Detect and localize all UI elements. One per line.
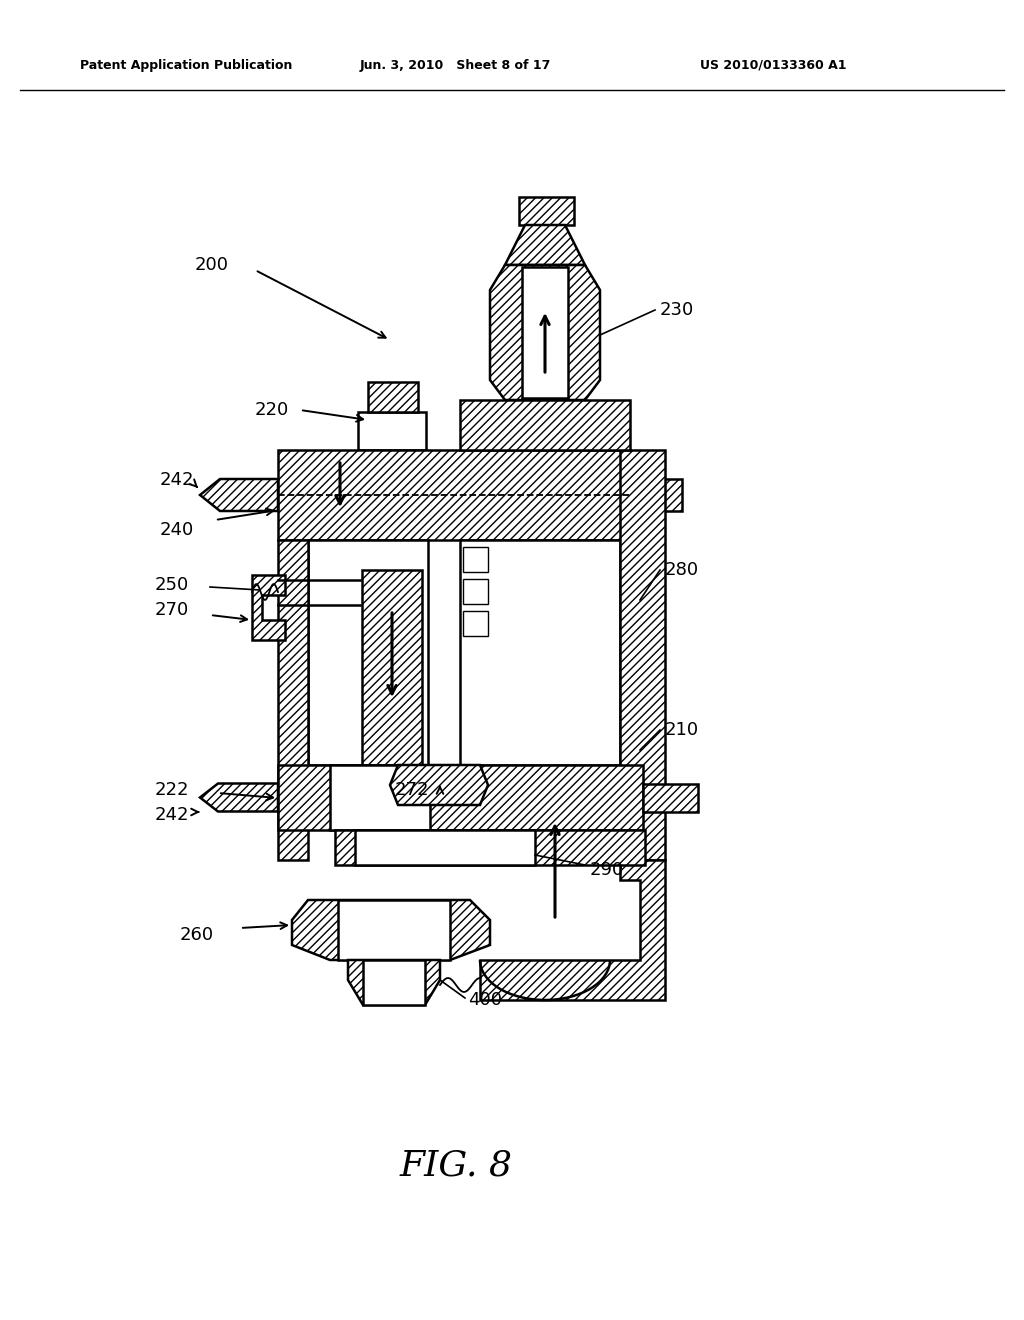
Bar (460, 540, 620, 766)
Text: 280: 280 (665, 561, 699, 579)
Bar (358, 412, 426, 450)
Bar (463, 546, 488, 572)
Text: 210: 210 (665, 721, 699, 739)
Text: Jun. 3, 2010   Sheet 8 of 17: Jun. 3, 2010 Sheet 8 of 17 (360, 58, 551, 71)
Text: 250: 250 (155, 576, 189, 594)
Polygon shape (200, 784, 278, 812)
Bar (463, 579, 488, 605)
Bar (330, 766, 430, 830)
Polygon shape (348, 960, 440, 1005)
Text: 220: 220 (255, 401, 289, 418)
Text: 230: 230 (660, 301, 694, 319)
Bar (338, 900, 450, 960)
Bar (278, 540, 308, 861)
Polygon shape (505, 224, 585, 265)
Bar (519, 197, 574, 224)
Polygon shape (200, 479, 278, 511)
Text: 270: 270 (155, 601, 189, 619)
Bar (362, 570, 422, 766)
Text: 242: 242 (155, 807, 189, 824)
Bar (522, 267, 568, 399)
Text: 240: 240 (160, 521, 195, 539)
Bar (355, 830, 535, 865)
Polygon shape (480, 861, 665, 1001)
Polygon shape (390, 766, 488, 805)
Text: FIG. 8: FIG. 8 (400, 1148, 513, 1181)
Polygon shape (292, 900, 490, 960)
Polygon shape (252, 576, 285, 640)
Bar (630, 479, 682, 511)
Bar (278, 766, 643, 830)
Text: 272: 272 (395, 781, 429, 799)
Bar (460, 400, 630, 450)
Text: 400: 400 (468, 991, 502, 1008)
Text: US 2010/0133360 A1: US 2010/0133360 A1 (700, 58, 847, 71)
Bar (643, 784, 698, 812)
Bar (362, 960, 425, 1005)
Text: 290: 290 (590, 861, 625, 879)
Bar (368, 381, 418, 412)
Text: 200: 200 (195, 256, 229, 275)
Text: 222: 222 (155, 781, 189, 799)
Polygon shape (490, 265, 600, 400)
Bar (278, 450, 630, 540)
Text: Patent Application Publication: Patent Application Publication (80, 58, 293, 71)
Bar (335, 830, 645, 865)
Bar (463, 611, 488, 636)
Text: 242: 242 (160, 471, 195, 488)
Text: 260: 260 (180, 927, 214, 944)
Bar (620, 450, 665, 861)
Bar (308, 540, 428, 766)
